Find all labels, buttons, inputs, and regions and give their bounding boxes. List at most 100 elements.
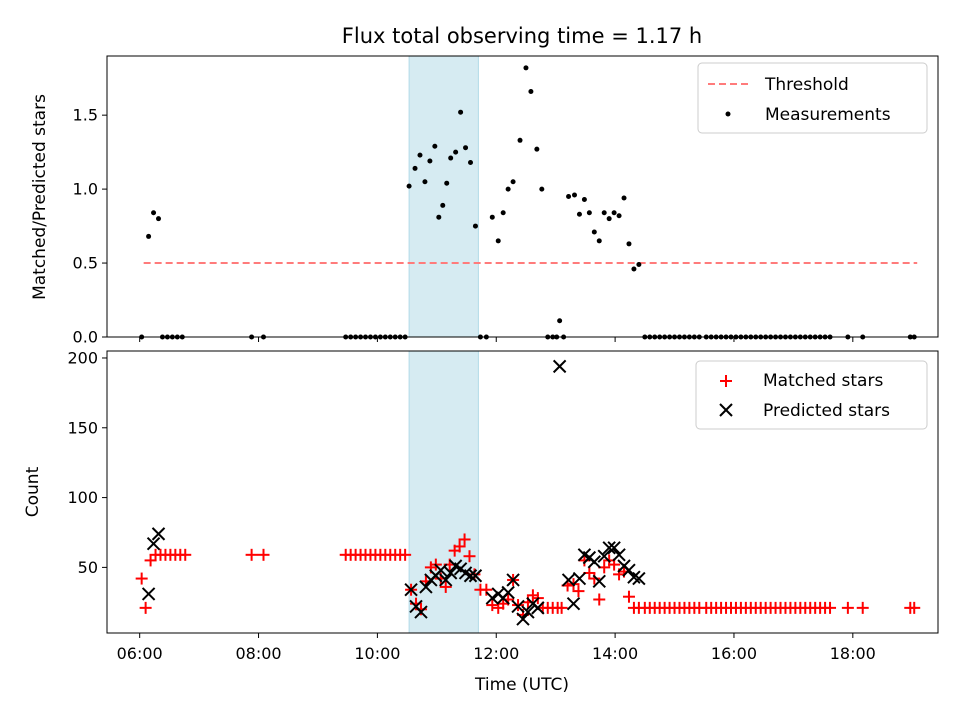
matched-stars-point — [458, 533, 471, 546]
measurements-point — [523, 65, 529, 71]
matched-stars-point — [824, 601, 837, 614]
matched-stars-point — [139, 601, 152, 614]
measurements-point — [505, 186, 511, 192]
bottom-y-tick-label: 200 — [67, 348, 98, 367]
matched-stars-point — [578, 554, 591, 567]
matched-stars-point — [245, 548, 258, 561]
measurements-point — [510, 179, 516, 185]
predicted-stars-point — [439, 573, 453, 587]
measurements-point — [417, 152, 423, 158]
x-tick-label: 10:00 — [354, 644, 400, 663]
measurements-point — [406, 183, 412, 189]
matched-stars-point — [588, 572, 601, 585]
measurements-point — [489, 214, 495, 220]
measurements-point — [432, 143, 438, 149]
measurements-point — [601, 210, 607, 216]
matched-stars-point — [257, 548, 270, 561]
x-tick-label: 06:00 — [117, 644, 163, 663]
predicted-stars-point — [414, 605, 428, 619]
matched-stars-point — [908, 601, 921, 614]
predicted-stars-point — [506, 573, 520, 587]
legend-threshold-label: Threshold — [764, 75, 849, 95]
predicted-stars-point — [612, 548, 626, 562]
legend-measurements-label: Measurements — [765, 105, 891, 125]
matched-stars-point — [572, 585, 585, 598]
predicted-stars-point — [146, 536, 161, 551]
measurements-point — [422, 179, 428, 185]
predicted-stars-point — [632, 571, 646, 586]
predicted-stars-point — [485, 591, 499, 605]
predicted-stars-point — [468, 569, 483, 583]
measurements-point — [472, 223, 478, 229]
bottom-shaded-observing-span — [408, 350, 479, 634]
bottom-y-tick-label: 100 — [67, 488, 98, 507]
top-legend: Threshold Measurements — [697, 62, 928, 134]
bottom-panel: 50 100 150 200 06:00 08:00 10:00 12:00 14:00 16:… — [23, 348, 939, 695]
bottom-axes-frame — [106, 350, 939, 634]
predicted-stars-point — [622, 563, 636, 577]
measurements-point — [539, 186, 545, 192]
chart-title: Flux total observing time = 1.17 h — [342, 24, 702, 48]
matched-stars-point — [179, 548, 192, 561]
measurements-point — [571, 192, 577, 198]
measurements-point — [427, 158, 433, 164]
measurements-point — [463, 145, 469, 151]
matched-stars-point — [135, 572, 148, 585]
predicted-stars-point — [552, 359, 567, 374]
predicted-stars-point — [516, 612, 530, 626]
top-y-tick-label: 0.0 — [73, 328, 98, 347]
measurements-point — [606, 216, 612, 222]
measurements-point — [453, 149, 459, 155]
bottom-y-axis-label: Count — [23, 466, 43, 517]
predicted-stars-point — [443, 566, 458, 580]
predicted-stars-point — [404, 583, 418, 597]
predicted-stars-point — [141, 587, 156, 601]
measurements-point — [566, 194, 572, 199]
measurements-point — [495, 238, 501, 244]
matched-stars-point — [439, 580, 452, 593]
matched-stars-point — [856, 601, 869, 614]
matched-stars-point — [453, 540, 466, 553]
measurements-point — [586, 210, 592, 216]
matched-stars-point — [555, 601, 568, 614]
measurements-point — [448, 155, 454, 161]
legend-predicted-swatch — [719, 403, 733, 417]
predicted-stars-point — [561, 573, 576, 587]
measurements-point — [621, 195, 627, 201]
predicted-stars-point — [627, 570, 641, 584]
measurements-point — [458, 109, 464, 115]
measurements-point — [500, 210, 506, 216]
matched-stars-point — [593, 593, 606, 606]
matched-stars-point — [841, 601, 854, 614]
top-y-tick-label: 1.5 — [73, 106, 98, 125]
measurements-point — [557, 318, 563, 324]
matched-stars-point — [399, 548, 412, 561]
measurements-point — [517, 137, 523, 143]
bottom-y-tick-label: 150 — [67, 418, 98, 437]
measurements-point — [440, 202, 446, 208]
bottom-y-tick-label: 50 — [78, 558, 98, 577]
predicted-stars-point — [434, 563, 448, 577]
measurements-point — [468, 159, 474, 165]
measurements-point — [436, 214, 442, 220]
predicted-stars-point — [592, 574, 606, 589]
x-axis-label: Time (UTC) — [474, 675, 569, 695]
bottom-legend: Matched stars Predicted stars — [695, 360, 928, 430]
measurements-point — [581, 196, 587, 202]
predicted-stars-point — [531, 601, 545, 615]
matched-stars-point — [486, 599, 499, 612]
measurements-point — [626, 241, 632, 247]
legend-measurements-swatch — [725, 111, 731, 117]
predicted-stars-point — [463, 569, 478, 583]
predicted-stars-point — [602, 541, 616, 555]
predicted-stars-point — [587, 555, 602, 569]
predicted-stars-point — [151, 527, 166, 541]
matched-stars-point — [463, 550, 476, 563]
measurements-point — [146, 233, 152, 239]
measurements-point — [591, 229, 597, 235]
measurements-point — [631, 266, 637, 272]
predicted-stars-point — [607, 541, 621, 555]
predicted-stars-point — [419, 580, 433, 594]
measurements-point — [636, 262, 642, 268]
